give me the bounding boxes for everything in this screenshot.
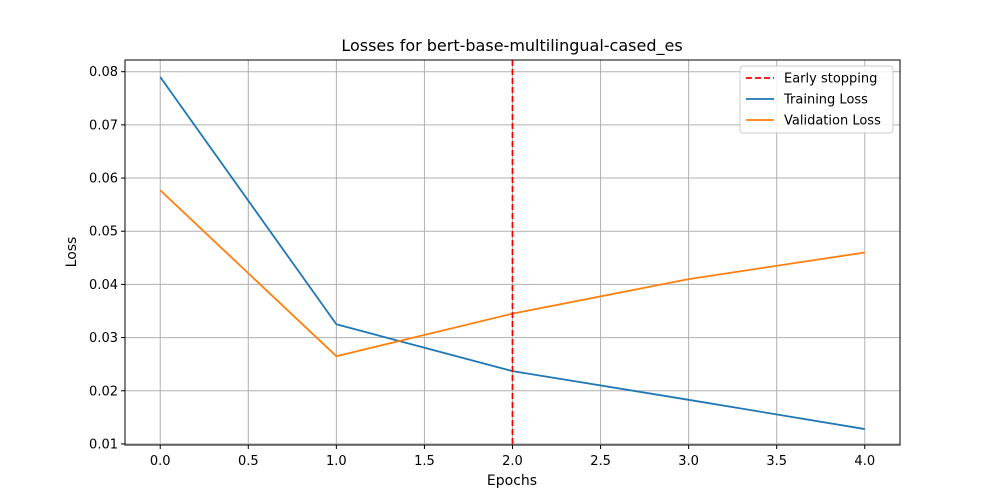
data-layer <box>159 60 865 445</box>
y-tick-label: 0.05 <box>89 225 118 240</box>
tick-layer: 0.0 0.5 1.0 1.5 2.0 2.5 3.0 3.5 4.0 0.01 0.02 0.03 0… <box>89 65 875 469</box>
y-tick-label: 0.08 <box>89 65 118 80</box>
legend-box <box>739 65 894 134</box>
x-tick-label: 4.0 <box>854 454 875 469</box>
x-tick-label: 0.0 <box>150 454 171 469</box>
y-tick-label: 0.07 <box>89 118 118 133</box>
y-axis-label: Loss <box>64 237 80 268</box>
y-tick-label: 0.04 <box>89 278 118 293</box>
x-axis-label: Epochs <box>487 473 537 489</box>
legend-label: Validation Loss <box>784 114 881 129</box>
x-tick-label: 1.0 <box>326 454 347 469</box>
legend: Early stopping Training Loss Validation Lo… <box>739 65 894 134</box>
y-tick-label: 0.03 <box>89 331 118 346</box>
x-tick-label: 2.5 <box>590 454 611 469</box>
x-tick-label: 3.0 <box>678 454 699 469</box>
y-tick-label: 0.02 <box>89 384 118 399</box>
y-tick-label: 0.01 <box>89 437 118 452</box>
x-tick-label: 1.5 <box>414 454 435 469</box>
x-tick-label: 3.5 <box>766 454 787 469</box>
legend-label: Early stopping <box>784 72 877 87</box>
chart-title: Losses for bert-base-multilingual-cased_… <box>341 36 682 56</box>
legend-label: Training Loss <box>783 93 868 108</box>
x-tick-label: 0.5 <box>238 454 259 469</box>
y-tick-label: 0.06 <box>89 172 118 187</box>
x-tick-label: 2.0 <box>502 454 523 469</box>
